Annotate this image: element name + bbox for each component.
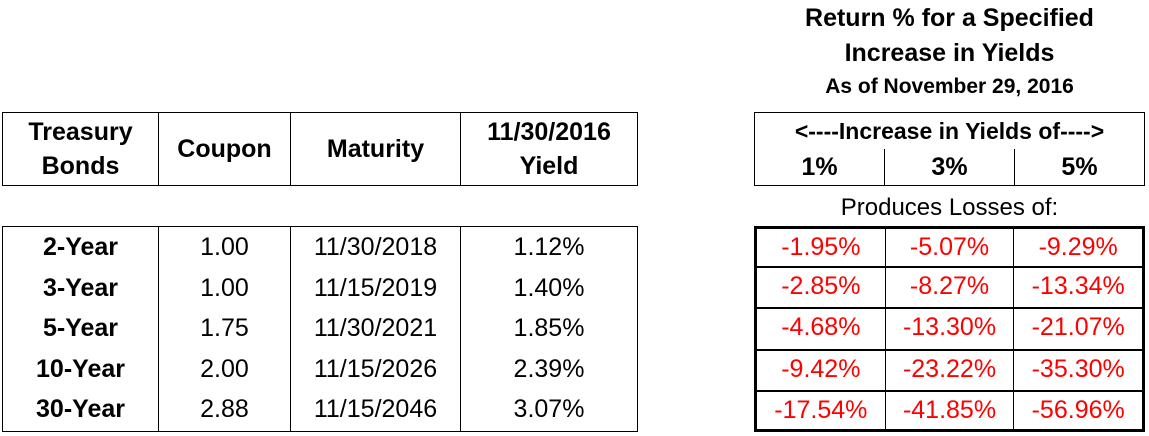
loss-cell: -9.42% — [781, 354, 861, 383]
loss-cell: -9.29% — [1013, 229, 1142, 267]
header-treasury-bonds: Treasury Bonds — [3, 113, 159, 185]
loss-cell: -35.30% — [1013, 350, 1142, 390]
table-row: -17.54% -41.85% -56.96% — [754, 390, 1145, 432]
table-row-yield: 2.39% — [513, 354, 585, 383]
bonds-table-header: Treasury Bonds Coupon Maturity 11/30/201… — [2, 112, 638, 186]
table-row-bond: 2-Year — [42, 233, 119, 261]
header-maturity: Maturity — [291, 113, 461, 185]
table-row-maturity: 11/15/2026 — [313, 354, 438, 383]
bonds-table-body: 2-Year 3-Year 5-Year 10-Year 30-Year 1.0… — [2, 226, 638, 432]
loss-cell: -8.27% — [884, 268, 1014, 308]
increase-5-percent: 5% — [1014, 149, 1144, 185]
column-bonds: 2-Year 3-Year 5-Year 10-Year 30-Year — [3, 227, 159, 431]
table-row-coupon: 2.88 — [200, 395, 249, 424]
loss-cell: -4.68% — [781, 313, 861, 342]
losses-table-body: -1.95% -5.07% -9.29% -2.85% -8.27% -13.3… — [754, 226, 1145, 432]
table-row-yield: 3.07% — [513, 395, 585, 424]
heading-line-2: Increase in Yields — [844, 39, 1055, 67]
header-coupon: Coupon — [159, 113, 291, 185]
header-bonds-line-2: Bonds — [41, 152, 120, 180]
heading-date: As of November 29, 2016 — [825, 75, 1074, 98]
table-row-bond: 10-Year — [36, 354, 125, 383]
table-row: -4.68% -13.30% -21.07% — [754, 308, 1145, 350]
table-row-maturity: 11/15/2046 — [313, 395, 438, 424]
table-row-coupon: 2.00 — [200, 354, 249, 383]
increase-percent-row: 1% 3% 5% — [755, 149, 1144, 185]
header-yield-line-1: 11/30/2016 — [487, 118, 611, 146]
loss-cell: -5.07% — [884, 229, 1014, 267]
table-row-maturity: 11/30/2018 — [313, 233, 438, 261]
loss-cell: -21.07% — [1013, 309, 1142, 349]
column-yield: 1.12% 1.40% 1.85% 2.39% 3.07% — [461, 227, 637, 431]
table-row-coupon: 1.00 — [200, 233, 249, 261]
increase-table-header: <----Increase in Yields of----> 1% 3% 5% — [754, 112, 1145, 186]
table-row-yield: 1.40% — [513, 273, 585, 302]
produces-losses-label: Produces Losses of: — [840, 194, 1059, 221]
table-row-bond: 30-Year — [36, 395, 125, 424]
increase-3-percent: 3% — [884, 149, 1014, 185]
loss-cell: -13.30% — [884, 309, 1014, 349]
table-row-maturity: 11/30/2021 — [313, 314, 438, 343]
loss-cell: -1.95% — [781, 233, 861, 261]
loss-cell: -23.22% — [884, 350, 1014, 390]
heading-line-1: Return % for a Specified — [805, 4, 1094, 32]
table-row: -2.85% -8.27% -13.34% — [754, 267, 1145, 309]
loss-cell: -13.34% — [1013, 268, 1142, 308]
column-maturity: 11/30/2018 11/15/2019 11/30/2021 11/15/2… — [291, 227, 461, 431]
header-yield: 11/30/2016 Yield — [461, 113, 637, 185]
table-row-yield: 1.12% — [513, 233, 585, 261]
loss-cell: -2.85% — [781, 272, 861, 301]
table-row-coupon: 1.75 — [200, 314, 249, 343]
table-row: -1.95% -5.07% -9.29% — [754, 226, 1145, 268]
table-row-maturity: 11/15/2019 — [313, 273, 438, 302]
table-row-yield: 1.85% — [513, 314, 585, 343]
header-bonds-line-1: Treasury — [28, 118, 133, 146]
table-row: -9.42% -23.22% -35.30% — [754, 349, 1145, 391]
table-row-coupon: 1.00 — [200, 273, 249, 302]
table-row-bond: 3-Year — [42, 273, 119, 302]
increase-span-title: <----Increase in Yields of----> — [794, 118, 1105, 144]
returns-heading: Return % for a Specified Increase in Yie… — [754, 0, 1145, 102]
loss-cell: -41.85% — [884, 391, 1014, 429]
loss-cell: -17.54% — [774, 395, 868, 424]
loss-cell: -56.96% — [1013, 391, 1142, 429]
table-row-bond: 5-Year — [42, 314, 119, 343]
column-coupon: 1.00 1.00 1.75 2.00 2.88 — [159, 227, 291, 431]
increase-1-percent: 1% — [801, 153, 838, 181]
header-yield-line-2: Yield — [519, 152, 579, 180]
